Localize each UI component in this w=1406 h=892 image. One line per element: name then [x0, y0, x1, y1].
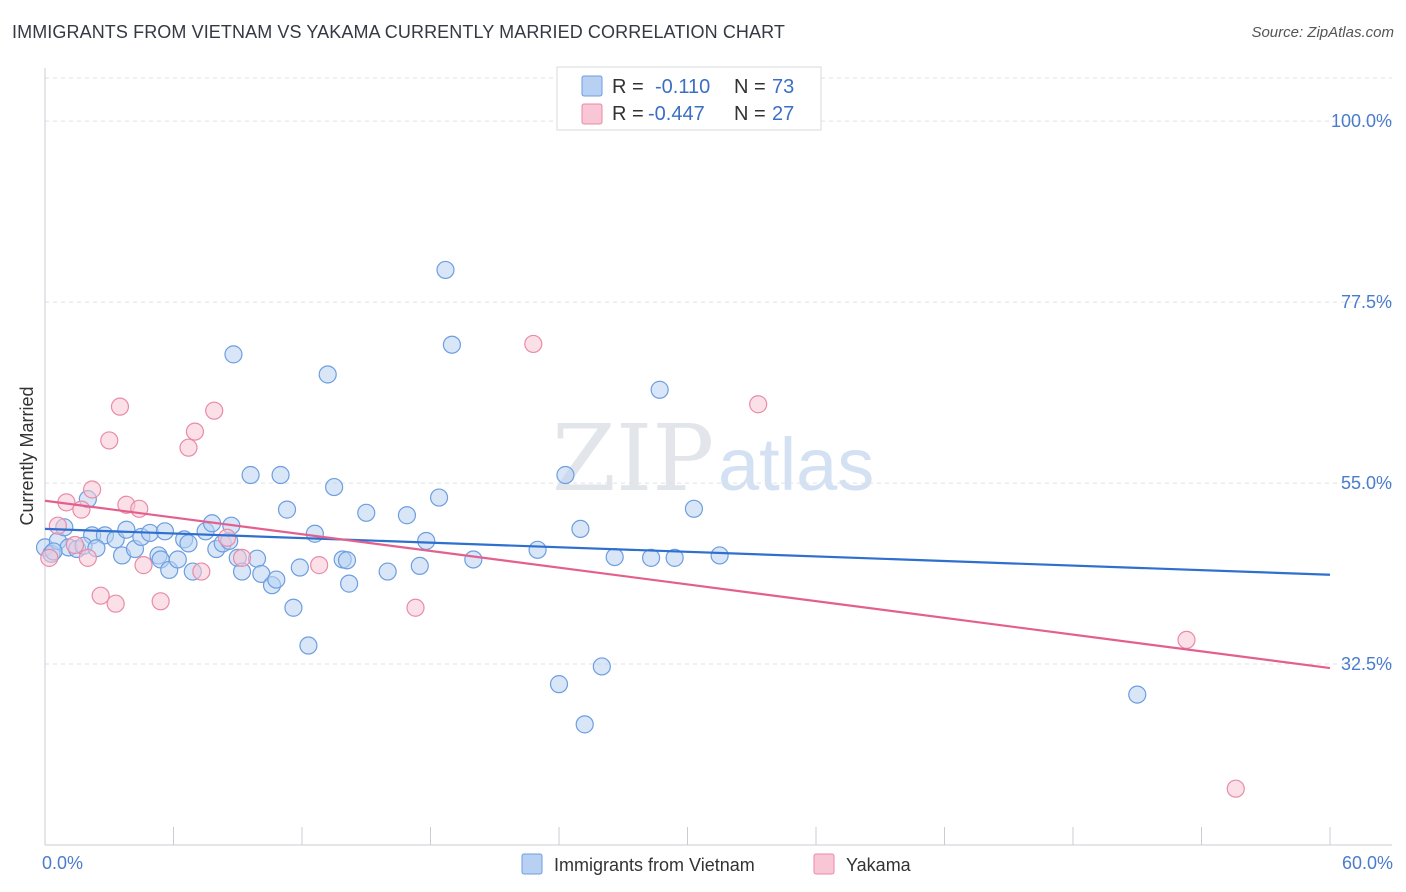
chart-source: Source: ZipAtlas.com	[1251, 24, 1394, 41]
data-point	[83, 480, 102, 499]
data-point	[224, 345, 243, 364]
data-point	[65, 535, 85, 555]
bottom-legend-label-vietnam: Immigrants from Vietnam	[554, 855, 755, 875]
data-point	[1128, 685, 1147, 704]
data-point	[429, 488, 449, 507]
data-point	[205, 401, 224, 420]
data-point	[110, 397, 130, 416]
data-point	[684, 499, 704, 518]
data-point	[299, 636, 318, 655]
data-point	[397, 506, 417, 525]
data-point	[710, 546, 729, 565]
data-point	[151, 592, 170, 611]
data-point	[192, 562, 211, 581]
legend-r-label-vietnam: R =	[612, 76, 644, 98]
data-point	[575, 715, 594, 734]
data-point	[179, 438, 198, 457]
y-tick-label: 55.0%	[1341, 473, 1392, 493]
data-point	[48, 516, 67, 535]
watermark-atlas: atlas	[718, 423, 874, 506]
data-point	[549, 675, 569, 694]
legend-n-value-vietnam: 73	[772, 76, 794, 98]
data-point	[605, 547, 624, 567]
legend-swatch-vietnam	[581, 75, 603, 97]
legend-n-value-yakama: 27	[772, 103, 794, 125]
data-point	[1226, 779, 1245, 798]
data-point	[1177, 630, 1196, 650]
data-point	[318, 365, 337, 384]
y-tick-label: 32.5%	[1341, 654, 1392, 674]
data-point	[179, 534, 198, 553]
data-point	[267, 570, 286, 589]
data-point	[528, 540, 547, 559]
data-point	[168, 550, 187, 569]
data-point	[442, 335, 462, 354]
y-tick-label: 100.0%	[1331, 111, 1392, 131]
data-point	[91, 586, 110, 605]
data-point	[100, 431, 119, 450]
data-point	[241, 465, 260, 485]
y-tick-label: 77.5%	[1341, 292, 1392, 312]
data-point	[217, 528, 237, 547]
axes	[44, 68, 1392, 846]
bottom-legend-swatch-vietnam	[521, 853, 543, 875]
legend-n-label-yakama: N =	[734, 103, 766, 125]
data-point	[524, 334, 543, 354]
bottom-legend-label-yakama: Yakama	[846, 855, 912, 875]
legend-swatch-yakama	[581, 103, 603, 125]
data-point	[271, 465, 290, 485]
watermark-zip: ZIP	[552, 405, 714, 512]
data-point	[232, 548, 252, 567]
data-point	[357, 503, 376, 522]
trend-line-vietnam	[44, 527, 1331, 576]
data-point	[284, 598, 303, 617]
data-point	[78, 548, 97, 567]
trend-lines	[44, 499, 1331, 670]
x-tick-labels: 0.0% 60.0%	[42, 853, 1393, 873]
data-point	[134, 556, 153, 575]
data-point	[325, 477, 344, 497]
data-point	[106, 594, 125, 613]
data-point	[665, 548, 684, 567]
data-point	[337, 551, 357, 570]
chart-title: IMMIGRANTS FROM VIETNAM VS YAKAMA CURREN…	[12, 22, 785, 42]
data-point	[556, 465, 575, 485]
data-point	[417, 531, 436, 551]
data-point	[340, 574, 359, 593]
bottom-legend: Immigrants from Vietnam Yakama	[521, 853, 912, 875]
data-point	[117, 520, 136, 539]
legend-r-value-vietnam: -0.110	[655, 76, 710, 98]
data-point	[650, 380, 669, 399]
data-point	[641, 548, 661, 567]
x-tick-label-min: 0.0%	[42, 853, 83, 873]
data-point	[290, 558, 309, 577]
legend-r-label-yakama: R =	[612, 103, 644, 125]
legend-r-value-yakama: -0.447	[648, 103, 705, 125]
data-point	[185, 422, 205, 441]
data-point	[310, 556, 329, 575]
x-tick-label-max: 60.0%	[1342, 853, 1393, 873]
trend-line-yakama	[44, 499, 1331, 670]
legend: R = -0.110 N = 73 R = -0.447 N = 27	[556, 66, 822, 131]
data-point	[378, 562, 397, 581]
data-point	[749, 395, 768, 414]
data-point	[436, 260, 455, 280]
data-point	[277, 500, 297, 519]
y-axis-label: Currently Married	[17, 386, 37, 525]
legend-n-label-vietnam: N =	[734, 76, 766, 98]
bottom-legend-swatch-yakama	[813, 853, 835, 875]
data-point	[592, 657, 611, 676]
data-point	[155, 522, 175, 541]
data-point	[464, 550, 483, 569]
y-tick-labels: 32.5% 55.0% 77.5% 100.0%	[1331, 111, 1392, 674]
data-point	[406, 598, 425, 617]
data-point	[571, 519, 590, 539]
data-point	[40, 548, 59, 567]
data-point	[410, 556, 429, 576]
